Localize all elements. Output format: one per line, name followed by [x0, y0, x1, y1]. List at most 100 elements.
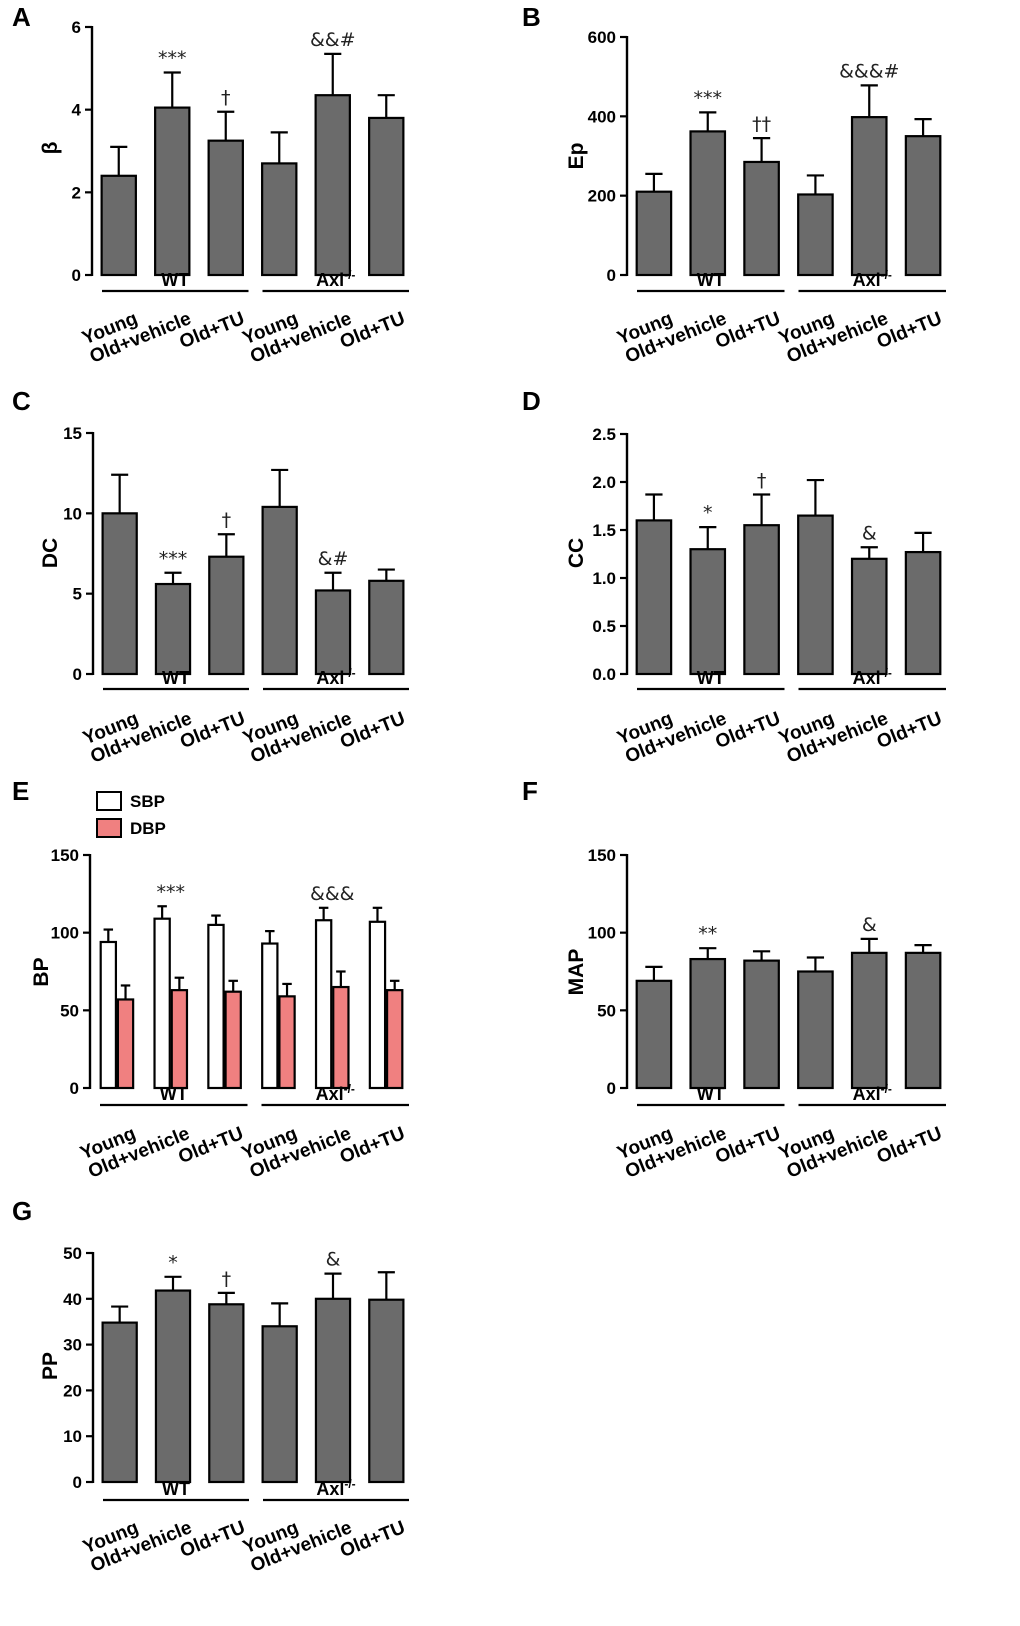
- y-tick-label: 400: [588, 107, 616, 126]
- bar: [261, 162, 298, 277]
- y-tick-label: 0.5: [592, 617, 616, 636]
- significance-label: *: [703, 502, 713, 524]
- bar: [689, 957, 727, 1090]
- bar: [314, 94, 351, 277]
- significance-label: ***: [158, 47, 187, 69]
- group-label: WT: [162, 1479, 190, 1499]
- bar: [635, 519, 673, 676]
- y-axis-label: BP: [30, 957, 53, 986]
- y-axis-label: MAP: [565, 949, 588, 996]
- y-tick-label: 20: [63, 1381, 82, 1400]
- panel-letter: F: [522, 776, 538, 806]
- bar-dbp: [116, 998, 135, 1090]
- y-tick-label: 10: [63, 504, 82, 523]
- bar: [689, 548, 727, 676]
- panel-letter: A: [12, 2, 31, 32]
- bar: [689, 130, 727, 277]
- bar-sbp: [261, 942, 279, 1090]
- bar: [314, 589, 352, 676]
- bar: [101, 512, 138, 676]
- y-axis-label: PP: [39, 1352, 62, 1380]
- group-label: WT: [161, 270, 189, 290]
- y-tick-label: 6: [72, 18, 81, 37]
- group-label: WT: [697, 270, 725, 290]
- panel-letter: D: [522, 386, 541, 416]
- legend-label-dbp: DBP: [130, 819, 166, 838]
- bar: [743, 959, 780, 1090]
- bar: [797, 193, 834, 277]
- significance-label: †: [757, 469, 767, 491]
- bar-dbp: [278, 995, 296, 1090]
- group-label: Axl-/-: [853, 1082, 892, 1104]
- bar: [797, 514, 834, 676]
- group-label: WT: [697, 668, 725, 688]
- y-tick-label: 2.0: [592, 473, 616, 492]
- group-label: WT: [160, 1084, 188, 1104]
- y-tick-label: 2.5: [592, 425, 616, 444]
- group-label: Axl-/-: [316, 1082, 355, 1104]
- y-axis-label: β: [39, 141, 62, 154]
- y-tick-label: 50: [60, 1001, 79, 1020]
- bar-sbp: [314, 919, 333, 1090]
- panel-letter: G: [12, 1196, 32, 1226]
- group-label: Axl-/-: [316, 1477, 355, 1499]
- bar: [154, 582, 192, 676]
- significance-label: &: [862, 522, 877, 544]
- group-label: Axl-/-: [316, 268, 355, 290]
- y-tick-label: 40: [63, 1290, 82, 1309]
- y-tick-label: 30: [63, 1336, 82, 1355]
- y-tick-label: 50: [63, 1244, 82, 1263]
- legend-swatch-sbp: [96, 791, 122, 811]
- bar: [261, 505, 298, 676]
- y-axis-label: CC: [565, 538, 588, 568]
- y-tick-label: 0: [607, 1079, 616, 1098]
- legend-label-sbp: SBP: [130, 792, 165, 811]
- panel-letter: B: [522, 2, 541, 32]
- significance-label: ***: [159, 548, 188, 570]
- bar: [207, 139, 244, 277]
- group-label: Axl-/-: [853, 268, 892, 290]
- y-tick-label: 15: [63, 424, 82, 443]
- panel-letter: E: [12, 776, 29, 806]
- y-tick-label: 50: [597, 1001, 616, 1020]
- significance-label: †: [221, 87, 231, 109]
- y-tick-label: 1.5: [592, 521, 616, 540]
- y-tick-label: 4: [72, 101, 82, 120]
- bar: [904, 550, 942, 676]
- y-tick-label: 100: [588, 924, 616, 943]
- bar: [368, 579, 405, 676]
- bar-sbp: [99, 940, 118, 1090]
- bar: [154, 106, 191, 277]
- bar-sbp: [207, 923, 225, 1090]
- bar: [314, 1297, 352, 1484]
- significance-label: &&#: [310, 29, 356, 51]
- group-label: Axl-/-: [853, 666, 892, 688]
- bar-dbp: [224, 990, 242, 1090]
- y-axis-label: DC: [39, 538, 62, 568]
- significance-label: *: [168, 1252, 178, 1274]
- bar: [208, 555, 245, 676]
- bar: [261, 1325, 298, 1484]
- significance-label: ††: [752, 113, 771, 135]
- bar: [208, 1303, 245, 1484]
- bar: [797, 970, 834, 1090]
- significance-label: &: [326, 1249, 341, 1271]
- bar: [743, 160, 780, 277]
- significance-label: &#: [318, 548, 349, 570]
- panel-letter: C: [12, 386, 31, 416]
- legend-swatch-dbp: [96, 818, 122, 838]
- bar: [635, 979, 673, 1090]
- bar-dbp: [332, 985, 350, 1090]
- y-tick-label: 10: [63, 1427, 82, 1446]
- bar: [850, 116, 888, 277]
- significance-label: &&&: [310, 883, 355, 905]
- y-tick-label: 0: [607, 266, 616, 285]
